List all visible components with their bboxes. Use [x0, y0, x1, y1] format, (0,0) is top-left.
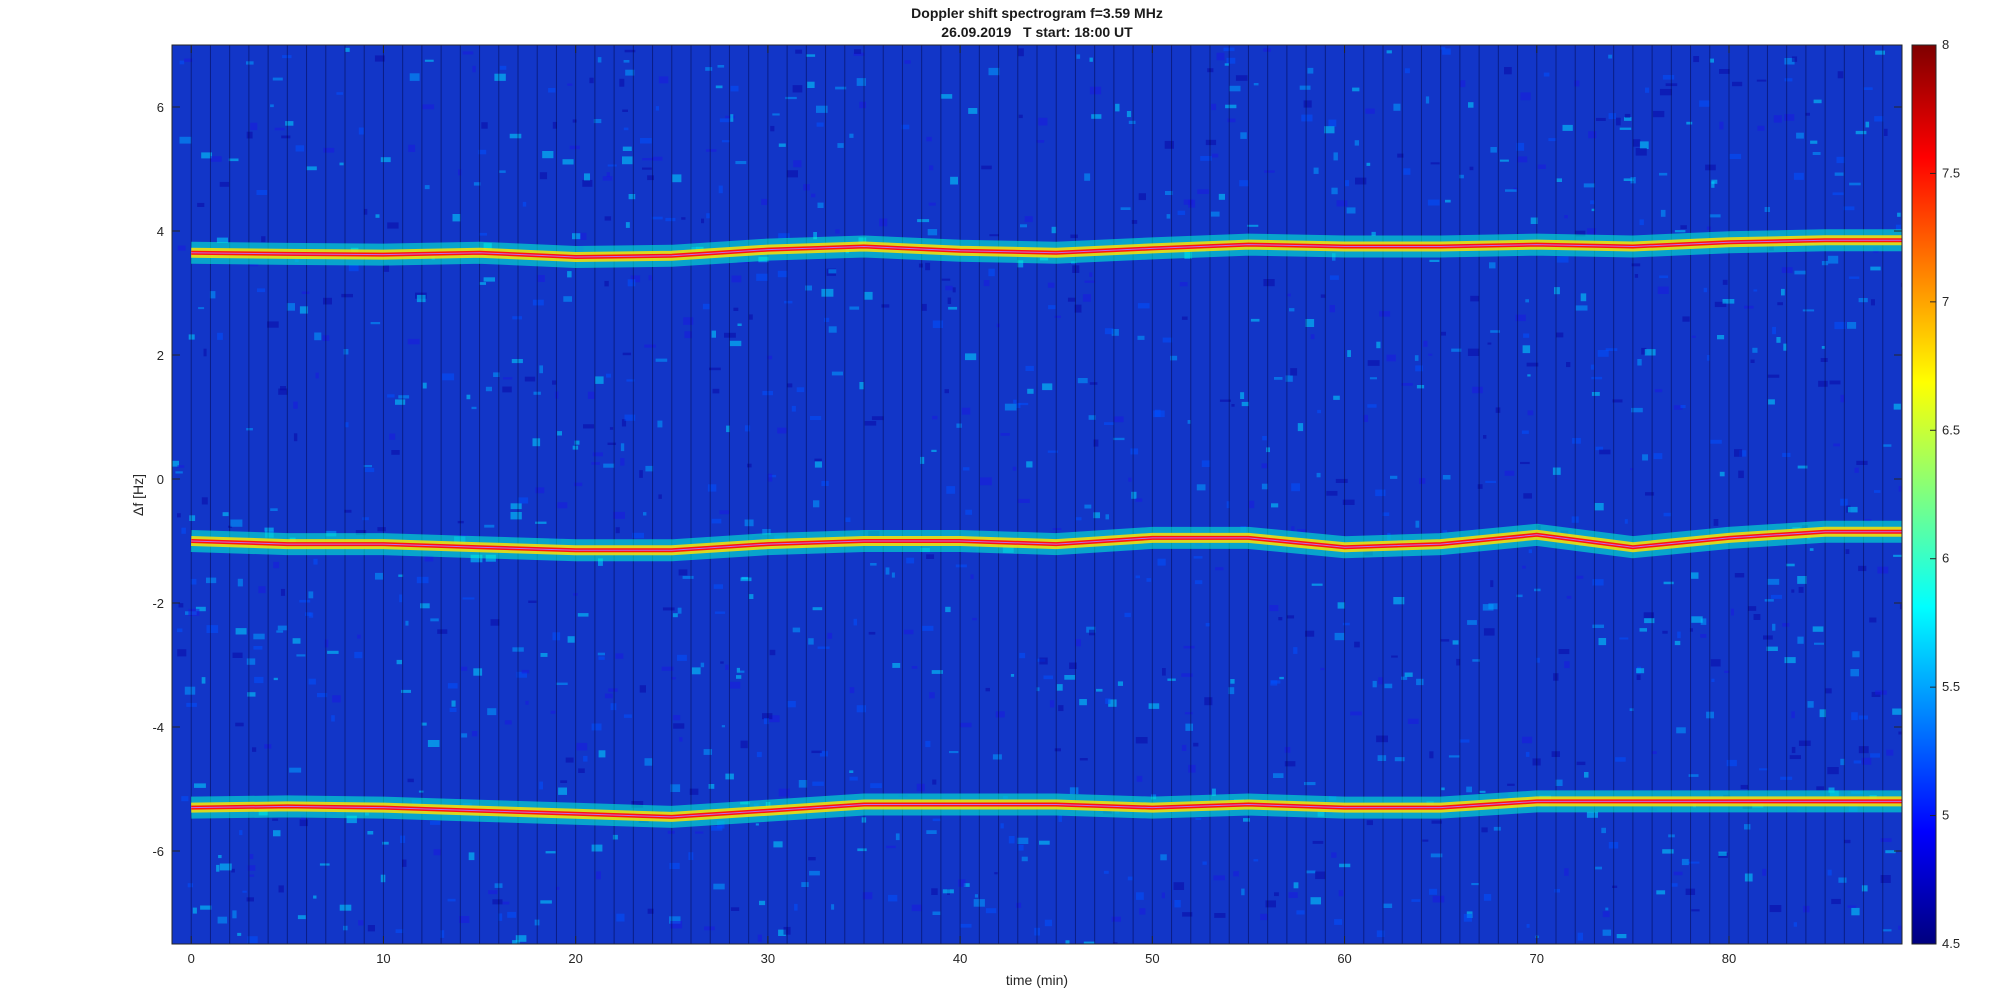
x-tick-label: 80 — [1722, 951, 1736, 966]
trace-fit-2 — [191, 800, 1902, 818]
y-tick-label: -6 — [152, 844, 164, 859]
time-gap-lines — [190, 45, 1902, 944]
x-tick-label: 10 — [376, 951, 390, 966]
plot-area — [172, 45, 1902, 944]
y-tick-label: -4 — [152, 720, 164, 735]
y-axis-label: Δf [Hz] — [130, 474, 146, 516]
x-tick-label: 60 — [1337, 951, 1351, 966]
colorbar — [1911, 44, 1937, 945]
chart-title: Doppler shift spectrogram f=3.59 MHz — [911, 5, 1163, 21]
x-tick-label: 50 — [1145, 951, 1159, 966]
trace-fit-0 — [191, 239, 1902, 258]
trace-1 — [190, 520, 1902, 562]
x-tick-label: 20 — [568, 951, 582, 966]
x-axis-ticks: 0 10 20 30 40 50 60 70 80 — [188, 45, 1736, 966]
plot-frame — [171, 44, 1903, 945]
y-axis-ticks: 6 4 2 0 -2 -4 -6 — [152, 100, 1902, 859]
y-tick-label: 6 — [157, 100, 164, 115]
colorbar-tick-label: 5 — [1942, 808, 1949, 823]
x-tick-label: 40 — [953, 951, 967, 966]
colorbar-tick-label: 8 — [1942, 37, 1949, 52]
x-tick-label: 0 — [188, 951, 195, 966]
trace-fit-1 — [191, 531, 1902, 551]
y-tick-label: -2 — [152, 596, 164, 611]
y-tick-label: 2 — [157, 348, 164, 363]
trace-2 — [191, 790, 1902, 828]
signal-traces — [190, 229, 1902, 828]
x-tick-label: 70 — [1530, 951, 1544, 966]
colorbar-tick-label: 5.5 — [1942, 679, 1960, 694]
trace-0 — [191, 229, 1902, 269]
x-axis-label: time (min) — [1006, 972, 1068, 988]
colorbar-tick-label: 7 — [1942, 294, 1949, 309]
colorbar-tick-label: 4.5 — [1942, 936, 1960, 951]
colorbar-ticks: 8 7.5 7 6.5 6 5.5 5 4.5 — [1930, 37, 1960, 951]
chart-subtitle: 26.09.2019 T start: 18:00 UT — [941, 24, 1133, 40]
spectrogram-noise — [172, 46, 1902, 944]
colorbar-tick-label: 6 — [1942, 551, 1949, 566]
y-tick-label: 0 — [157, 472, 164, 487]
colorbar-tick-label: 7.5 — [1942, 165, 1960, 180]
colorbar-tick-label: 6.5 — [1942, 422, 1960, 437]
x-tick-label: 30 — [761, 951, 775, 966]
y-tick-label: 4 — [157, 224, 164, 239]
